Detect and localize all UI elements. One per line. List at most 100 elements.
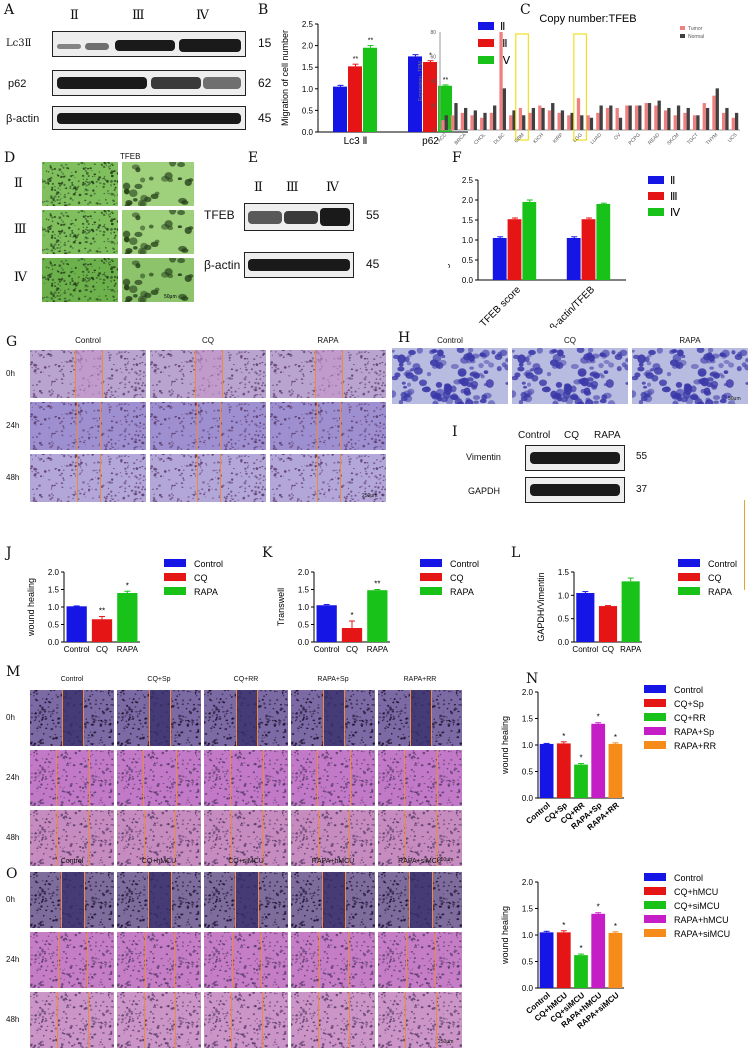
wound-gap (143, 750, 177, 806)
column-header: Control (392, 336, 508, 345)
bar-normal (445, 115, 448, 130)
row-label: 0h (6, 713, 15, 722)
blot-row-label: Lc3Ⅱ (6, 38, 31, 49)
wound-image-tile (378, 690, 462, 746)
legend-label: Control (194, 559, 223, 569)
bar-normal (522, 115, 525, 130)
column-header: CQ (512, 336, 628, 345)
y-axis-label: Migration of cell number (280, 30, 290, 126)
bar (508, 219, 522, 280)
bar (363, 48, 377, 132)
bar-normal (580, 115, 583, 130)
legend-swatch (680, 34, 685, 38)
y-tick-label: 2.0 (462, 196, 474, 205)
bar (540, 744, 554, 798)
wound-gap (57, 992, 89, 1048)
wound-image-tile (204, 992, 288, 1048)
bar-normal (590, 118, 593, 130)
x-tick-label: Control (314, 645, 340, 654)
vimentin-blot (525, 445, 625, 471)
wound-gap (315, 350, 343, 398)
bar-normal (503, 88, 506, 130)
column-header: CQ+RR (204, 676, 288, 683)
significance-mark: * (562, 732, 565, 741)
x-tick-label: ACC (437, 132, 449, 144)
legend-swatch (678, 559, 700, 567)
x-tick-label: BRCA (454, 132, 469, 147)
bar-normal (561, 110, 564, 130)
y-tick-label: 1.5 (298, 586, 310, 595)
wound-gap (62, 690, 84, 746)
wound-gap (323, 690, 345, 746)
bar (609, 933, 623, 988)
legend-swatch (644, 873, 666, 881)
y-axis-label: Transwell (276, 588, 286, 626)
legend-swatch (420, 573, 442, 581)
bar (567, 238, 581, 280)
bar-normal (609, 106, 612, 131)
column-header: CQ+Sp (117, 676, 201, 683)
legend-label: Control (674, 685, 703, 695)
wound-gap (235, 872, 259, 928)
x-tick-label: THYM (705, 132, 719, 146)
wound-image-tile (30, 750, 114, 806)
y-tick-label: 0.0 (48, 638, 60, 647)
x-tick-label: READ (647, 132, 661, 146)
bar-tumor (509, 115, 512, 130)
wound-image-tile (291, 872, 375, 928)
blot-size: 37 (636, 484, 647, 495)
legend-label: CQ (194, 573, 208, 583)
bar-tumor (548, 110, 551, 130)
y-tick-label: 1.0 (522, 741, 534, 750)
wound-image-tile (204, 690, 288, 746)
bar-normal (658, 101, 661, 130)
significance-mark: * (579, 944, 582, 953)
wound-image-tile (30, 992, 114, 1048)
significance-mark: ** (353, 56, 359, 63)
wound-gap (197, 402, 221, 450)
bar (599, 606, 617, 642)
y-tick-label: 1.0 (558, 591, 570, 600)
transwell-image-tile (392, 348, 508, 404)
y-tick-label: 60 (430, 55, 436, 61)
bar-tumor (606, 108, 609, 130)
blot-row-label: p62 (8, 78, 26, 90)
legend-swatch (164, 559, 186, 567)
bar-tumor (664, 110, 667, 130)
legend-label: Ⅲ (670, 191, 678, 203)
row-label: 48h (6, 473, 19, 482)
x-tick-label: KICH (532, 132, 545, 145)
bar-tumor (567, 115, 570, 130)
x-tick-label: Control (572, 645, 598, 654)
y-tick-label: 2.0 (302, 42, 314, 51)
panel-d-title: TFEB (120, 152, 140, 161)
wound-image-tile (378, 932, 462, 988)
chart-l: 0.00.51.01.5GAPDH/VimentinControlControl… (512, 556, 752, 666)
bar (342, 628, 362, 642)
bar (574, 955, 588, 988)
y-tick-label: 80 (430, 30, 436, 36)
wound-image-tile (117, 932, 201, 988)
chart-title: Copy number:TFEB (539, 13, 636, 25)
wound-image-tile (378, 872, 462, 928)
bar-normal (454, 103, 457, 130)
bar (582, 219, 596, 280)
row-label: Ⅱ (14, 176, 23, 191)
bar-tumor (480, 118, 483, 130)
bar-tumor (519, 108, 522, 130)
y-tick-label: 1.0 (298, 603, 310, 612)
bar-tumor (451, 115, 454, 130)
column-header: RAPA+Sp (291, 676, 375, 683)
wound-image-tile (150, 402, 266, 450)
y-tick-label: 2.5 (302, 20, 314, 29)
wound-image-tile (117, 750, 201, 806)
bar-normal (464, 108, 467, 130)
wound-gap (317, 454, 341, 502)
bar (557, 743, 571, 798)
panel-letter-M: M (6, 664, 20, 680)
bar-normal (725, 108, 728, 130)
y-tick-label: 0.0 (298, 638, 310, 647)
